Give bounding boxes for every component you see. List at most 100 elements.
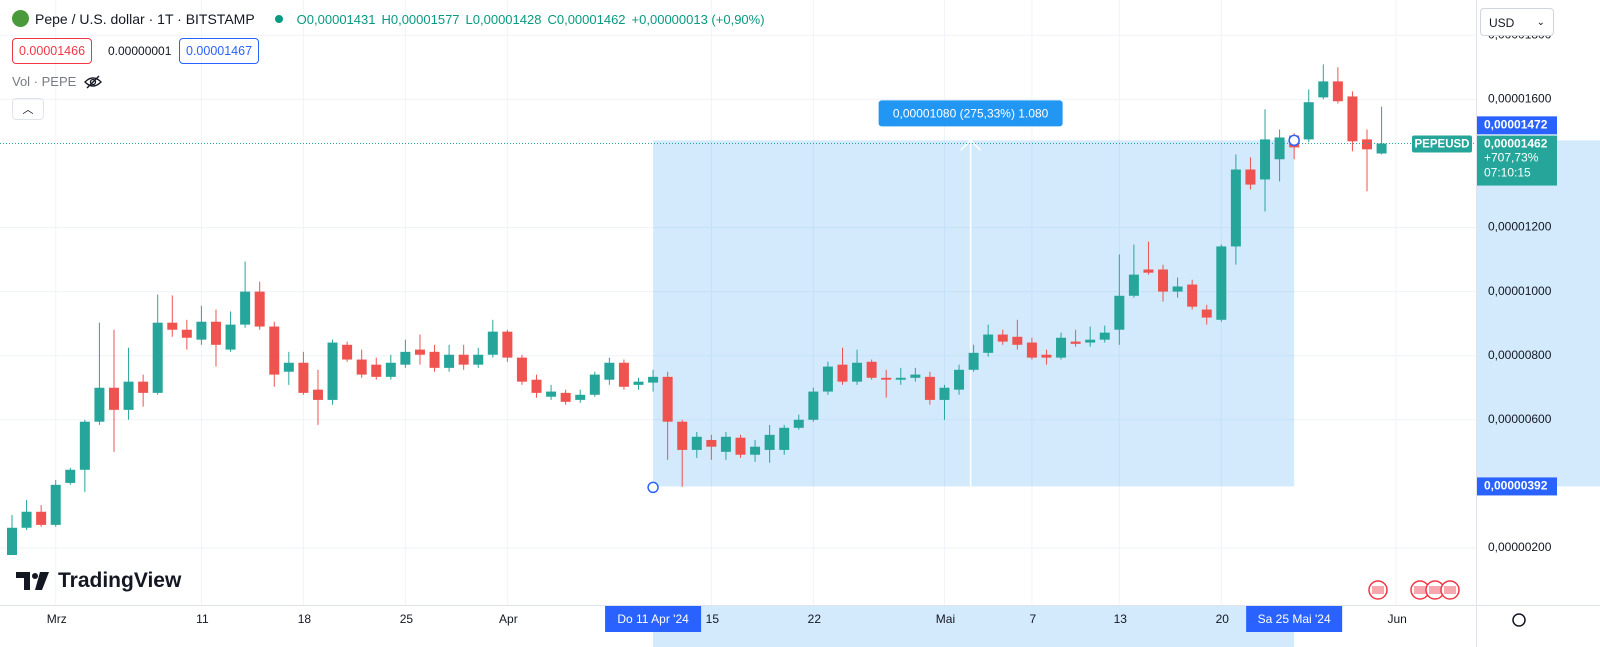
candle-body (36, 511, 47, 525)
candle-body (633, 381, 644, 385)
symbol-title[interactable]: Pepe / U.S. dollar · 1T · BITSTAMP (35, 10, 255, 27)
legend-low: L0,00001428 (465, 11, 542, 27)
x-tick-label: 11 (196, 612, 209, 626)
measure-label-box (878, 100, 1063, 127)
measure-handle (647, 481, 659, 494)
event-flag[interactable] (1440, 580, 1460, 600)
candle-body (269, 326, 280, 375)
candle-body (152, 322, 163, 393)
sell-button[interactable]: 0.00001466 (12, 38, 93, 64)
candle-body (1216, 246, 1227, 320)
y-tick-label: 0,00000200 (1488, 540, 1552, 554)
candle-body (1260, 139, 1271, 180)
spread: 0.00000001 (108, 44, 172, 58)
candle-body (779, 427, 790, 450)
change-label: +707,73% (1484, 151, 1539, 165)
candle-body (516, 357, 527, 382)
candle-body (735, 437, 746, 455)
measure-arrowhead (960, 139, 982, 151)
candle-body (546, 391, 557, 397)
candle-body (895, 377, 906, 380)
event-flag-stripes (1414, 586, 1426, 594)
candle-body (589, 374, 600, 395)
event-flag[interactable] (1368, 580, 1388, 600)
hidden-eye-icon[interactable] (84, 75, 103, 89)
candle-body (356, 359, 367, 375)
candle-body (210, 321, 221, 345)
collapse-button[interactable]: ︿ (12, 98, 44, 120)
candle-body (750, 446, 761, 455)
candle-body (1362, 139, 1373, 150)
y-tick-label: 0,00000600 (1488, 412, 1552, 426)
measure-label: 0,00001080 (275,33%) 1.080 (893, 107, 1049, 121)
measure-to-label: 0,00001472 (1484, 118, 1548, 132)
symbol-header[interactable]: Pepe / U.S. dollar · 1T · BITSTAMP O0,00… (12, 10, 771, 27)
candle-body (924, 376, 935, 400)
candle-body (852, 362, 863, 382)
candle-body (21, 511, 32, 528)
x-tick-label: Mai (936, 612, 955, 626)
candle-body (298, 362, 309, 393)
legend-change: +0,00000013 (+0,90%) (631, 11, 765, 27)
candle-body (1201, 309, 1212, 318)
candle-body (706, 439, 717, 447)
candle-body (327, 342, 338, 400)
candle-body (677, 421, 688, 450)
symbol-icon (12, 10, 29, 27)
measure-to-box (1477, 116, 1557, 135)
candle-body (1070, 341, 1081, 344)
candle-body (560, 392, 571, 402)
candle-body (866, 361, 877, 378)
candle-body (181, 329, 192, 338)
candle-body (575, 394, 586, 400)
candle-body (1303, 102, 1314, 140)
measure-start-date-box (605, 606, 702, 632)
candle-body (1012, 336, 1023, 345)
candle-body (1318, 81, 1329, 98)
candle-body (1230, 169, 1241, 247)
candle-body (939, 387, 950, 400)
y-tick-label: 0,00001600 (1488, 92, 1552, 106)
buy-button[interactable]: 0.00001467 (179, 38, 260, 64)
candle-body (7, 527, 17, 556)
candle-body (808, 391, 819, 420)
currency-label: USD (1489, 16, 1515, 30)
candle-body (764, 434, 775, 450)
currency-select[interactable]: USD ⌄ (1480, 8, 1554, 36)
candle-body (79, 421, 90, 470)
x-tick-label: Apr (499, 612, 518, 626)
measure-from-label: 0,00000392 (1484, 479, 1548, 493)
candle-body (1056, 337, 1067, 358)
y-tick-label: 0,00001200 (1488, 220, 1552, 234)
candle-body (400, 351, 411, 365)
x-tick-label: Jun (1387, 612, 1406, 626)
candle-body (1143, 269, 1154, 273)
x-tick-label: 18 (298, 612, 312, 626)
candle-body (458, 354, 469, 365)
x-tick-label: 25 (400, 612, 414, 626)
volume-label: Vol · PEPE (12, 74, 77, 89)
candle-body (1085, 339, 1096, 343)
candle-body (444, 354, 455, 368)
ohlc-legend: O0,00001431 H0,00001577 L0,00001428 C0,0000… (297, 11, 771, 27)
candle-body (648, 376, 659, 383)
candle-body (1128, 274, 1139, 296)
candle-body (1347, 96, 1358, 142)
event-flag-stripes (1444, 586, 1456, 594)
brand-logo[interactable]: TradingView (16, 569, 181, 593)
candle-body (1158, 269, 1169, 292)
candle-body (225, 324, 236, 350)
candle-body (108, 387, 119, 410)
candle-body (983, 334, 994, 353)
y-tick-label: 0,00001000 (1488, 284, 1552, 298)
x-tick-label: 15 (706, 612, 720, 626)
candle-body (604, 362, 615, 380)
settings-icon[interactable] (1512, 613, 1526, 627)
volume-legend[interactable]: Vol · PEPE (12, 74, 103, 89)
candle-body (473, 354, 484, 365)
candle-body (881, 377, 892, 380)
candle-body (837, 364, 848, 382)
candle-body (385, 362, 396, 377)
